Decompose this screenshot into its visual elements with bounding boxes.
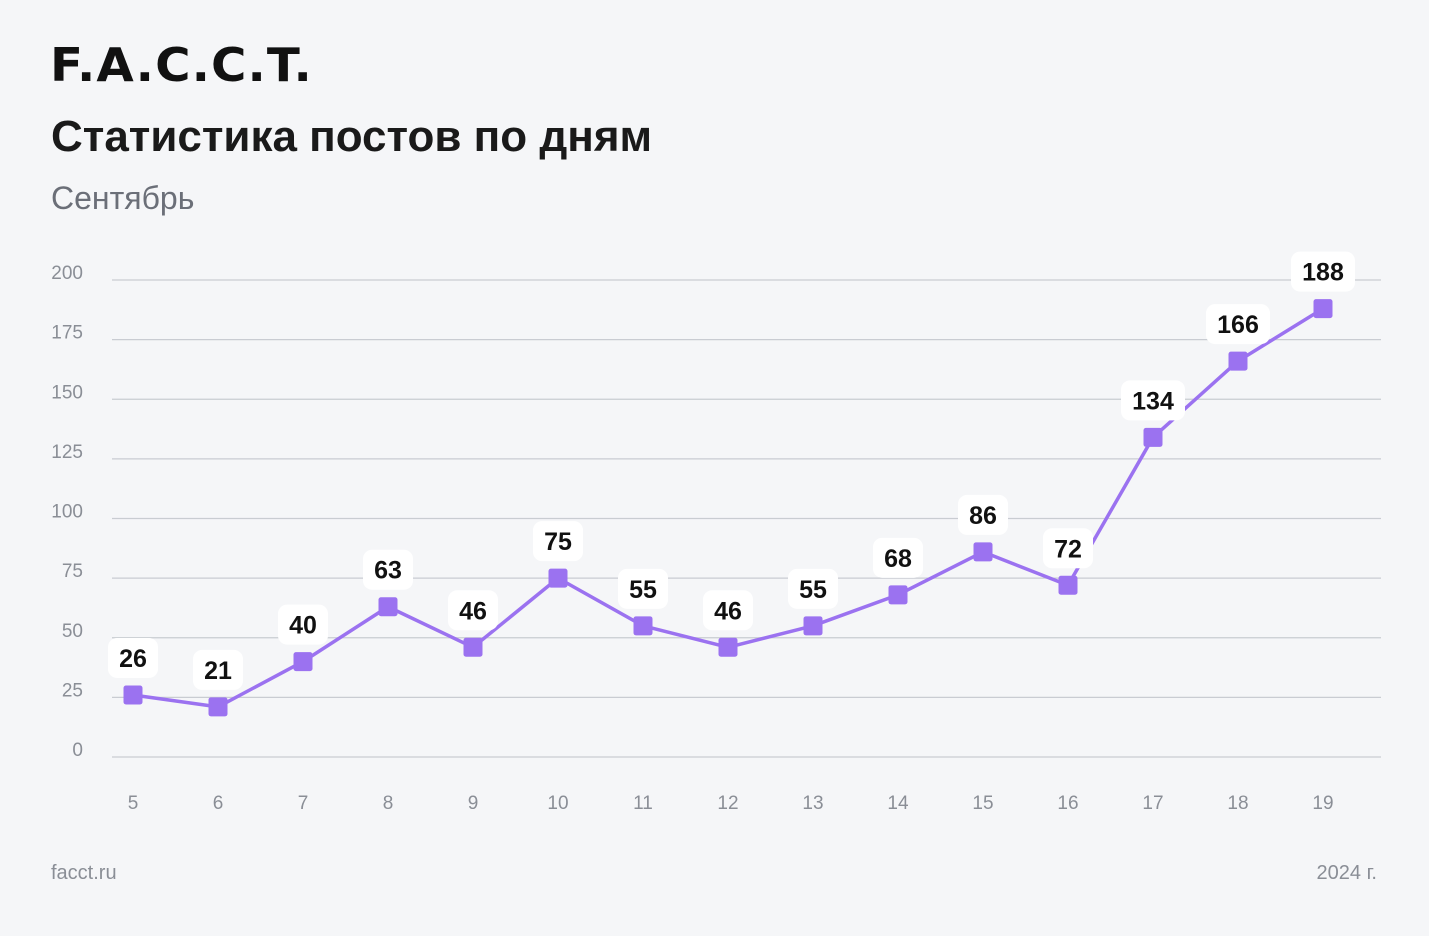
data-point <box>123 685 143 705</box>
data-label-box <box>533 521 583 562</box>
x-tick-label: 13 <box>802 793 823 814</box>
y-tick-label: 0 <box>72 740 83 761</box>
data-label: 68 <box>884 545 912 573</box>
data-label-box <box>703 590 753 631</box>
data-label-box <box>278 604 328 645</box>
data-point <box>1143 427 1163 447</box>
data-label-box <box>193 649 243 690</box>
data-label-box <box>1291 251 1355 292</box>
data-label: 166 <box>1217 311 1259 339</box>
data-label-box <box>108 637 158 678</box>
x-tick-label: 6 <box>213 793 224 814</box>
data-point <box>208 697 228 717</box>
grid-lines <box>112 279 1381 758</box>
x-tick-label: 16 <box>1057 793 1078 814</box>
data-label-box <box>1206 304 1270 345</box>
y-tick-label: 150 <box>51 382 83 403</box>
data-label: 55 <box>629 576 657 604</box>
brand-logo: F.A.C.C.T. <box>50 38 313 92</box>
data-point <box>633 616 653 636</box>
data-point <box>973 542 993 562</box>
y-axis-ticks: 0 25 50 75 100 125 150 175 200 <box>51 263 83 761</box>
data-labels-layer: 26 21 40 63 46 75 55 46 55 68 86 72 134 166 188 <box>108 251 1355 690</box>
y-tick-label: 50 <box>62 621 83 642</box>
x-tick-label: 7 <box>298 793 309 814</box>
data-point <box>378 597 398 617</box>
x-tick-label: 9 <box>468 793 479 814</box>
data-point <box>803 616 823 636</box>
data-label-box <box>618 568 668 609</box>
data-point <box>718 637 738 657</box>
y-tick-label: 200 <box>51 263 83 284</box>
x-tick-label: 12 <box>717 793 738 814</box>
y-tick-label: 125 <box>51 442 83 463</box>
data-label-box <box>788 568 838 609</box>
x-axis-ticks: 5 6 7 8 9 10 11 12 13 14 15 16 17 18 19 <box>128 793 1334 814</box>
data-label: 26 <box>119 645 147 673</box>
markers-layer <box>123 299 1333 717</box>
x-tick-label: 10 <box>547 793 568 814</box>
x-tick-label: 11 <box>633 793 653 814</box>
y-tick-label: 75 <box>62 561 83 582</box>
data-label: 86 <box>969 502 997 530</box>
data-point <box>1058 575 1078 595</box>
data-label: 188 <box>1302 259 1344 287</box>
data-label: 63 <box>374 557 402 585</box>
page-subtitle: Сентябрь <box>51 180 195 216</box>
data-label: 46 <box>714 597 742 625</box>
data-label-box <box>873 537 923 578</box>
y-tick-label: 25 <box>62 680 83 701</box>
x-tick-label: 8 <box>383 793 394 814</box>
data-label-box <box>448 590 498 631</box>
data-point <box>1313 299 1333 319</box>
footer-year: 2024 г. <box>1316 862 1377 884</box>
data-point <box>293 652 313 672</box>
data-label-box <box>363 549 413 590</box>
x-tick-label: 17 <box>1142 793 1163 814</box>
data-point <box>463 637 483 657</box>
data-label: 46 <box>459 597 487 625</box>
data-label: 55 <box>799 576 827 604</box>
data-point <box>888 585 908 605</box>
x-tick-label: 15 <box>972 793 993 814</box>
data-label-box <box>1043 528 1093 569</box>
x-tick-label: 19 <box>1312 793 1333 814</box>
x-tick-label: 14 <box>887 793 909 814</box>
data-point <box>548 568 568 588</box>
data-point <box>1228 351 1248 371</box>
page-title: Статистика постов по дням <box>51 112 653 161</box>
x-tick-label: 5 <box>128 793 139 814</box>
y-tick-label: 175 <box>51 323 83 344</box>
data-label: 21 <box>204 657 232 685</box>
data-label: 40 <box>289 612 317 640</box>
data-label-box <box>1121 380 1185 421</box>
data-label: 134 <box>1132 387 1174 415</box>
x-tick-label: 18 <box>1227 793 1248 814</box>
footer-site: facct.ru <box>51 862 117 884</box>
data-label-box <box>958 494 1008 535</box>
y-tick-label: 100 <box>51 502 83 523</box>
data-label: 75 <box>544 528 572 556</box>
data-label: 72 <box>1054 535 1082 563</box>
